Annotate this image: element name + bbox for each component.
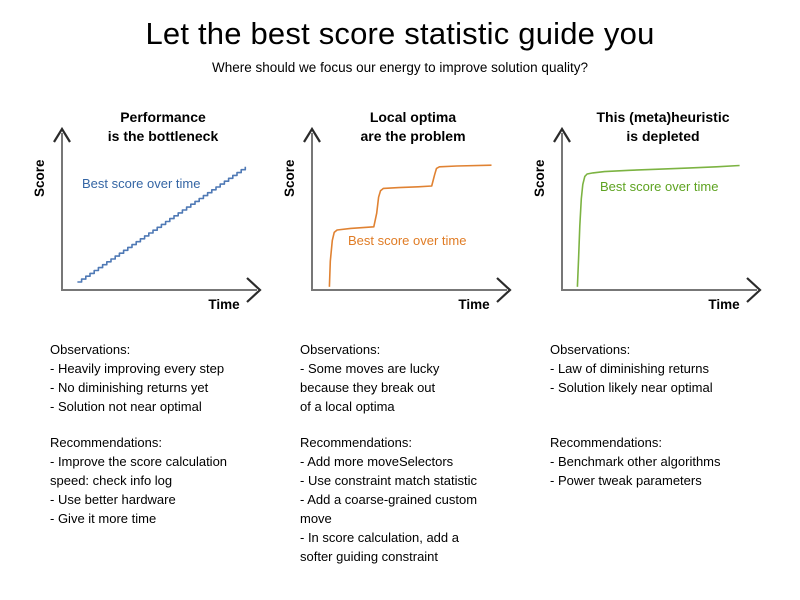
text-line: - Add a coarse-grained custom (300, 492, 478, 507)
x-axis-arrow-icon (496, 277, 512, 303)
x-axis-label: Time (708, 297, 740, 312)
text-line: because they break out (300, 380, 436, 395)
panel-heading-line1: Performance (120, 109, 206, 125)
observations-block: Observations: - Heavily improving every s… (50, 340, 224, 416)
y-axis-arrow-icon (53, 126, 71, 143)
chart-canvas (303, 126, 512, 303)
text-line: speed: check info log (50, 473, 173, 488)
panel-performance: Performance is the bottleneck Score Time… (30, 100, 280, 324)
recommendations-block: Recommendations: - Improve the score calc… (50, 433, 227, 528)
notes-column-depleted: Observations: - Law of diminishing return… (550, 340, 790, 575)
y-axis-arrow-icon (553, 126, 571, 143)
panel-heading-line1: This (meta)heuristic (596, 109, 730, 125)
text-line: - Benchmark other algorithms (550, 454, 721, 469)
panel-heading-line2: is depleted (626, 128, 700, 144)
panel-heuristic-depleted: This (meta)heuristic is depleted Score T… (530, 100, 780, 324)
best-score-curve (77, 166, 247, 283)
text-line: - Heavily improving every step (50, 361, 225, 376)
text-line: move (300, 511, 332, 526)
panel-heading-line1: Local optima (369, 109, 457, 125)
text-line: - Use better hardware (50, 492, 176, 507)
slide-title: Let the best score statistic guide you (145, 16, 655, 51)
chart-canvas (553, 126, 762, 303)
panel-local-optima: Local optima are the problem Score Time … (280, 100, 530, 324)
notes-column-performance: Observations: - Heavily improving every s… (50, 340, 290, 575)
text-line: - Improve the score calculation (50, 454, 228, 469)
text-line: - Some moves are lucky (300, 361, 440, 376)
panel-heading: Performance is the bottleneck (38, 108, 288, 146)
text-line: - Give it more time (50, 511, 157, 526)
y-axis-label: Score (532, 159, 547, 197)
slide-subtitle: Where should we focus our energy to impr… (212, 60, 588, 75)
curve-label: Best score over time (348, 233, 467, 248)
text-line: Observations: (550, 342, 631, 357)
y-axis-arrow-icon (303, 126, 321, 143)
text-line: Observations: (50, 342, 131, 357)
recommendations-block: Recommendations: - Benchmark other algori… (550, 433, 721, 490)
y-axis-label: Score (282, 159, 297, 197)
text-line: Observations: (300, 342, 381, 357)
best-score-curve (328, 164, 492, 287)
text-line: - No diminishing returns yet (50, 380, 209, 395)
text-line: - Add more moveSelectors (300, 454, 454, 469)
text-line: Recommendations: (50, 435, 162, 450)
observations-block: Observations: - Some moves are lucky becau… (300, 340, 439, 416)
text-line: - Use constraint match statistic (300, 473, 477, 488)
observations-block: Observations: - Law of diminishing return… (550, 340, 713, 397)
text-line: Recommendations: (550, 435, 662, 450)
x-axis-label: Time (458, 297, 490, 312)
recommendations-block: Recommendations: - Add more moveSelectors… (300, 433, 477, 566)
x-axis-label: Time (208, 297, 240, 312)
y-axis-label: Score (32, 159, 47, 197)
panel-heading: This (meta)heuristic is depleted (538, 108, 788, 146)
text-line: - Power tweak parameters (550, 473, 702, 488)
text-line: - In score calculation, add a (300, 530, 459, 545)
text-line: of a local optima (300, 399, 395, 414)
x-axis-arrow-icon (746, 277, 762, 303)
text-line: softer guiding constraint (300, 549, 439, 564)
panel-heading: Local optima are the problem (288, 108, 538, 146)
panel-heading-line2: is the bottleneck (107, 128, 219, 144)
text-line: - Solution not near optimal (50, 399, 202, 414)
best-score-curve (576, 164, 740, 287)
text-line: - Solution likely near optimal (550, 380, 713, 395)
curve-label: Best score over time (600, 179, 719, 194)
text-line: - Law of diminishing returns (550, 361, 709, 376)
notes-column-local-optima: Observations: - Some moves are lucky becau… (300, 340, 540, 575)
x-axis-arrow-icon (246, 277, 262, 303)
chart-canvas (53, 126, 262, 303)
curve-label: Best score over time (82, 176, 201, 191)
panel-heading-line2: are the problem (360, 128, 466, 144)
text-line: Recommendations: (300, 435, 412, 450)
